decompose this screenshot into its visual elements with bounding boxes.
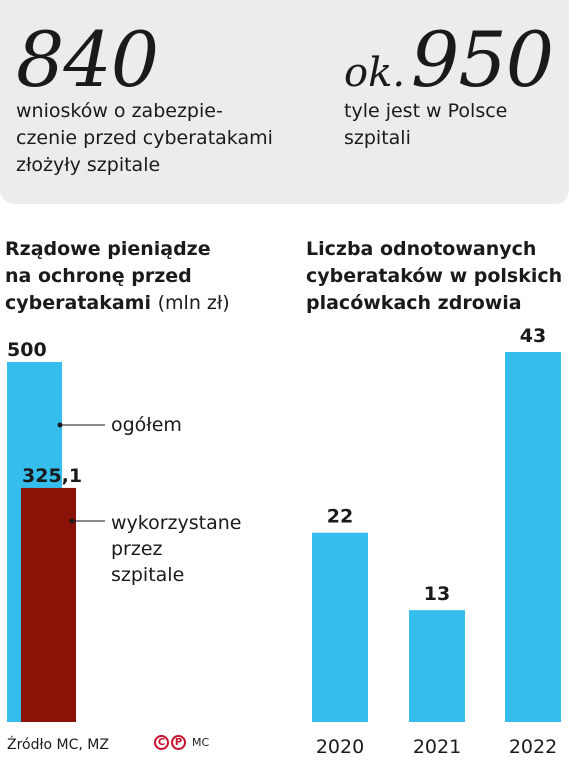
callout-used-label: przez	[111, 538, 163, 560]
stat-right-line: tyle jest w Polsce	[344, 100, 508, 122]
x-tick-label: 2021	[413, 736, 461, 758]
stat-left-description: wniosków o zabezpie- czenie przed cybera…	[16, 98, 273, 179]
source-text: Źródło MC, MZ	[7, 737, 109, 753]
bar-used-value-label: 325,1	[22, 465, 82, 487]
stat-left-line: wniosków o zabezpie-	[16, 100, 223, 122]
bar-used	[21, 487, 76, 722]
stats-panel	[0, 0, 569, 204]
funding-title-line: na ochronę przed	[5, 265, 192, 287]
stat-right-number: 950	[411, 15, 554, 104]
stat-left-number: 840	[16, 15, 159, 104]
source-note: Źródło MC, MZ	[7, 737, 109, 753]
funding-title-line: Rządowe pieniądze	[5, 238, 211, 260]
bar-attacks-2022	[505, 352, 561, 722]
callout-total-label: ogółem	[111, 414, 182, 436]
copyright-p-icon: P	[171, 735, 186, 750]
funding-chart-title: Rządowe pieniądze na ochronę przed cyber…	[5, 236, 230, 317]
stat-right-prefix: ok.	[344, 50, 406, 96]
attacks-chart-title: Liczba odnotowanych cyberataków w polski…	[306, 236, 562, 317]
callout-used-label: szpitale	[111, 564, 184, 586]
stat-right-number-wrap: ok.950	[344, 22, 554, 111]
x-tick-label: 2022	[509, 736, 557, 758]
attacks-title-line: placówkach zdrowia	[306, 292, 522, 314]
stat-left-line: czenie przed cyberatakami	[16, 127, 273, 149]
bar-attacks-2020	[312, 532, 368, 722]
callout-used-label: wykorzystane	[111, 512, 242, 534]
attacks-title-line: cyberataków w polskich	[306, 265, 563, 287]
attacks-title-line: Liczba odnotowanych	[306, 238, 537, 260]
x-tick-label: 2020	[316, 736, 364, 758]
stat-left-line: złożyły szpitale	[16, 154, 161, 176]
copyright-c-icon: C	[154, 735, 169, 750]
stat-right-line: szpitali	[344, 127, 411, 149]
copyright-logo: C P MC	[154, 735, 209, 750]
bar-total-value-label: 500	[7, 339, 47, 361]
bar-attacks-2021	[409, 610, 465, 722]
bar-attacks-value-label: 22	[327, 506, 353, 528]
bar-attacks-value-label: 13	[424, 583, 450, 605]
author-initials: MC	[192, 736, 210, 749]
bar-attacks-value-label: 43	[520, 325, 546, 347]
stat-right-description: tyle jest w Polsce szpitali	[344, 98, 507, 152]
funding-title-unit: (mln zł)	[157, 292, 230, 314]
funding-title-line: cyberatakami	[5, 292, 151, 314]
